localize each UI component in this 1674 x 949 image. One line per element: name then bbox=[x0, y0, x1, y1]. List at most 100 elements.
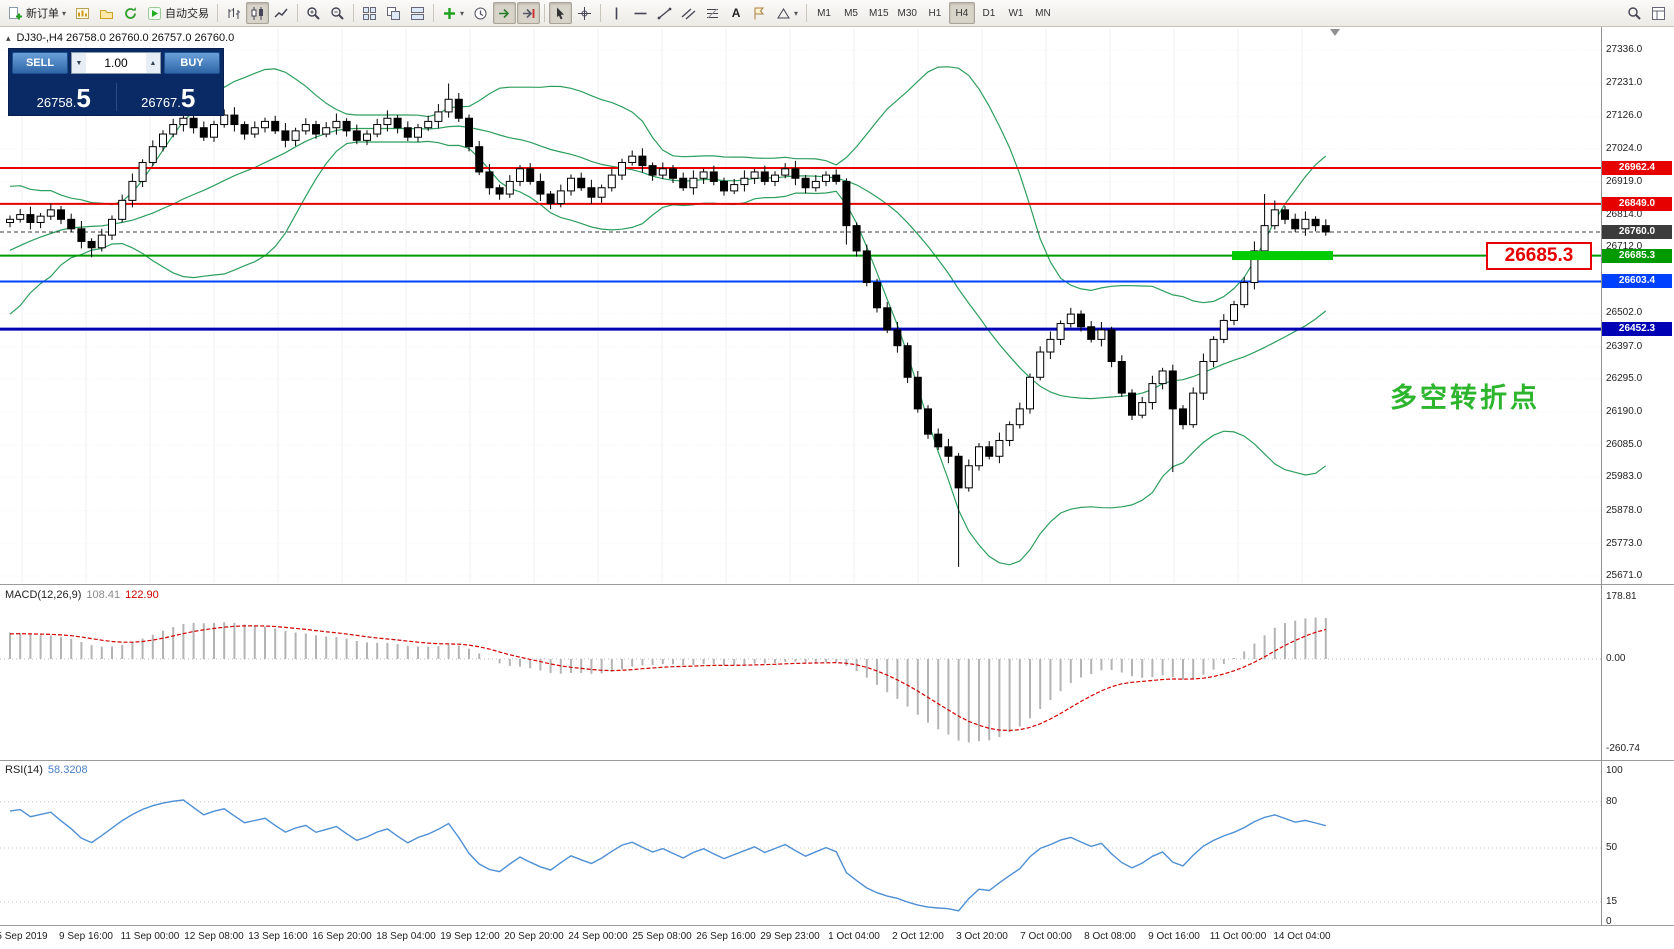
crosshair-tool-button[interactable] bbox=[573, 2, 596, 24]
timeframe-m30-button[interactable]: M30 bbox=[894, 2, 921, 24]
channel-tool-button[interactable] bbox=[677, 2, 700, 24]
panels-icon bbox=[1652, 6, 1665, 20]
search-icon bbox=[1628, 6, 1641, 20]
price-callout[interactable]: 26685.3 bbox=[1486, 242, 1592, 270]
toolbar-separator bbox=[353, 4, 355, 22]
shapes-tool-button[interactable]: ▾ bbox=[772, 2, 802, 24]
macd-main-value: 108.41 bbox=[86, 589, 121, 601]
price-tick-label: 27024.0 bbox=[1606, 142, 1643, 154]
time-axis[interactable]: 5 Sep 2019 9 Sep 16:00 11 Sep 00:00 12 Sep … bbox=[0, 926, 1674, 949]
toolbar-separator bbox=[297, 4, 299, 22]
channel-icon bbox=[681, 8, 696, 19]
chart-title-text: DJ30-,H4 26758.0 26760.0 26757.0 26760.0 bbox=[16, 32, 235, 44]
timeframe-mn-button[interactable]: MN bbox=[1030, 2, 1056, 24]
profiles-button[interactable] bbox=[95, 2, 118, 24]
add-indicator-button[interactable]: ▾ bbox=[438, 2, 468, 24]
sell-price-big: 5 bbox=[76, 83, 91, 113]
price-tick-label: 25983.0 bbox=[1606, 471, 1643, 483]
label-tool-button[interactable] bbox=[748, 2, 771, 24]
toolbar-separator bbox=[544, 4, 546, 22]
chart-annotation[interactable]: 多空转折点 bbox=[1390, 383, 1540, 413]
price-axis[interactable]: 27336.0 27231.0 27126.0 27024.0 26919.0 26814… bbox=[1601, 27, 1674, 949]
autoscroll-icon bbox=[499, 8, 510, 18]
fibonacci-icon bbox=[707, 8, 719, 18]
search-button[interactable] bbox=[1623, 2, 1646, 24]
timeframe-d1-button[interactable]: D1 bbox=[976, 2, 1002, 24]
timeframe-h4-button[interactable]: H4 bbox=[948, 2, 975, 24]
text-tool-icon: A bbox=[731, 6, 741, 20]
autotrading-button[interactable]: 自动交易 bbox=[143, 2, 213, 24]
cascade-windows-icon bbox=[387, 6, 401, 20]
price-tick-label: 27126.0 bbox=[1606, 110, 1643, 122]
new-order-button[interactable]: 新订单 ▾ bbox=[4, 2, 70, 24]
line-chart-button[interactable] bbox=[270, 2, 293, 24]
toolbar-separator bbox=[600, 4, 602, 22]
time-tick-label: 20 Sep 20:00 bbox=[504, 931, 564, 942]
autoscroll-button[interactable] bbox=[493, 2, 517, 24]
price-tick-label: 27231.0 bbox=[1606, 77, 1643, 89]
macd-tick-label: 0.00 bbox=[1606, 653, 1626, 664]
price-tick-label: 25773.0 bbox=[1606, 537, 1643, 549]
time-tick-label: 1 Oct 04:00 bbox=[828, 931, 880, 942]
timeframe-h1-button[interactable]: H1 bbox=[922, 2, 948, 24]
sell-price: 26758. 5 bbox=[12, 85, 116, 111]
time-tick-label: 2 Oct 12:00 bbox=[892, 931, 944, 942]
panels-button[interactable] bbox=[1647, 2, 1670, 24]
bar-chart-button[interactable] bbox=[222, 2, 245, 24]
zoom-in-icon bbox=[307, 6, 320, 20]
time-tick-label: 7 Oct 00:00 bbox=[1020, 931, 1072, 942]
macd-tick-label: -260.74 bbox=[1606, 743, 1640, 755]
horizontal-line-tool-button[interactable] bbox=[629, 2, 652, 24]
sell-button[interactable]: SELL bbox=[12, 52, 68, 74]
period-clock-button[interactable] bbox=[469, 2, 492, 24]
one-click-collapse-icon[interactable]: ▴ bbox=[6, 32, 11, 43]
timeframe-w1-button[interactable]: W1 bbox=[1003, 2, 1029, 24]
new-order-icon bbox=[9, 6, 22, 19]
tile-windows-button[interactable] bbox=[358, 2, 381, 24]
refresh-button[interactable] bbox=[119, 2, 142, 24]
timeframe-m1-button[interactable]: M1 bbox=[811, 2, 837, 24]
trendline-tool-button[interactable] bbox=[653, 2, 676, 24]
volume-increase-icon[interactable]: ▲ bbox=[146, 53, 160, 73]
new-chart-button[interactable] bbox=[71, 2, 94, 24]
buy-price-big: 5 bbox=[180, 83, 196, 113]
profiles-icon bbox=[100, 9, 114, 19]
price-tick-label: 26397.0 bbox=[1606, 340, 1643, 352]
cursor-tool-button[interactable] bbox=[549, 2, 573, 24]
price-tick-label: 25671.0 bbox=[1606, 570, 1643, 581]
price-tick-label: 26814.0 bbox=[1606, 208, 1643, 220]
fibonacci-tool-button[interactable] bbox=[701, 2, 724, 24]
time-tick-label: 3 Oct 20:00 bbox=[956, 931, 1008, 942]
tile-horizontal-button[interactable] bbox=[406, 2, 429, 24]
volume-decrease-icon[interactable]: ▼ bbox=[72, 53, 86, 73]
candlestick-chart-button[interactable] bbox=[246, 2, 270, 24]
volume-input[interactable] bbox=[86, 53, 146, 73]
timeframe-m5-button[interactable]: M5 bbox=[838, 2, 864, 24]
cascade-windows-button[interactable] bbox=[382, 2, 405, 24]
rsi-tick-label: 100 bbox=[1606, 765, 1623, 776]
volume-stepper[interactable]: ▼ ▲ bbox=[71, 52, 161, 74]
chart-shift-button[interactable] bbox=[517, 2, 541, 24]
zoom-out-button[interactable] bbox=[326, 2, 349, 24]
text-tool-button[interactable]: A bbox=[725, 2, 747, 24]
buy-price: 26767. 5 bbox=[117, 85, 221, 111]
shapes-icon bbox=[777, 7, 790, 18]
vertical-line-icon bbox=[615, 7, 618, 19]
clock-icon bbox=[474, 7, 487, 19]
zoom-in-button[interactable] bbox=[302, 2, 325, 24]
price-tick-label: 26502.0 bbox=[1606, 307, 1643, 319]
buy-button[interactable]: BUY bbox=[164, 52, 220, 74]
macd-name: MACD(12,26,9) bbox=[5, 589, 82, 601]
time-tick-label: 8 Oct 08:00 bbox=[1084, 931, 1136, 942]
vertical-line-tool-button[interactable] bbox=[605, 2, 628, 24]
rsi-name: RSI(14) bbox=[5, 764, 43, 776]
timeframe-m15-button[interactable]: M15 bbox=[865, 2, 892, 24]
horizontal-line-icon bbox=[634, 12, 647, 14]
tile-windows-icon bbox=[363, 6, 377, 20]
time-tick-label: 9 Sep 16:00 bbox=[59, 931, 113, 942]
rsi-tick-label: 15 bbox=[1606, 895, 1618, 907]
one-click-trading-panel: SELL ▼ ▲ BUY 26758.5 26767.5 bbox=[8, 48, 224, 116]
rsi-value: 58.3208 bbox=[47, 764, 88, 776]
